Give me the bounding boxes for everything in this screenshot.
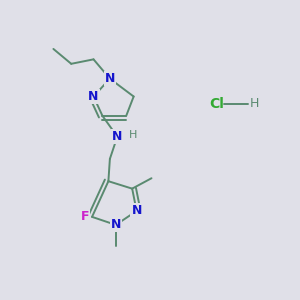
Text: N: N xyxy=(105,72,115,85)
Text: N: N xyxy=(88,90,99,103)
Text: H: H xyxy=(250,98,259,110)
Text: H: H xyxy=(129,130,137,140)
Text: F: F xyxy=(81,210,89,223)
Text: N: N xyxy=(112,130,122,143)
Text: N: N xyxy=(131,204,142,218)
Text: Cl: Cl xyxy=(209,97,224,111)
Text: N: N xyxy=(111,218,121,231)
